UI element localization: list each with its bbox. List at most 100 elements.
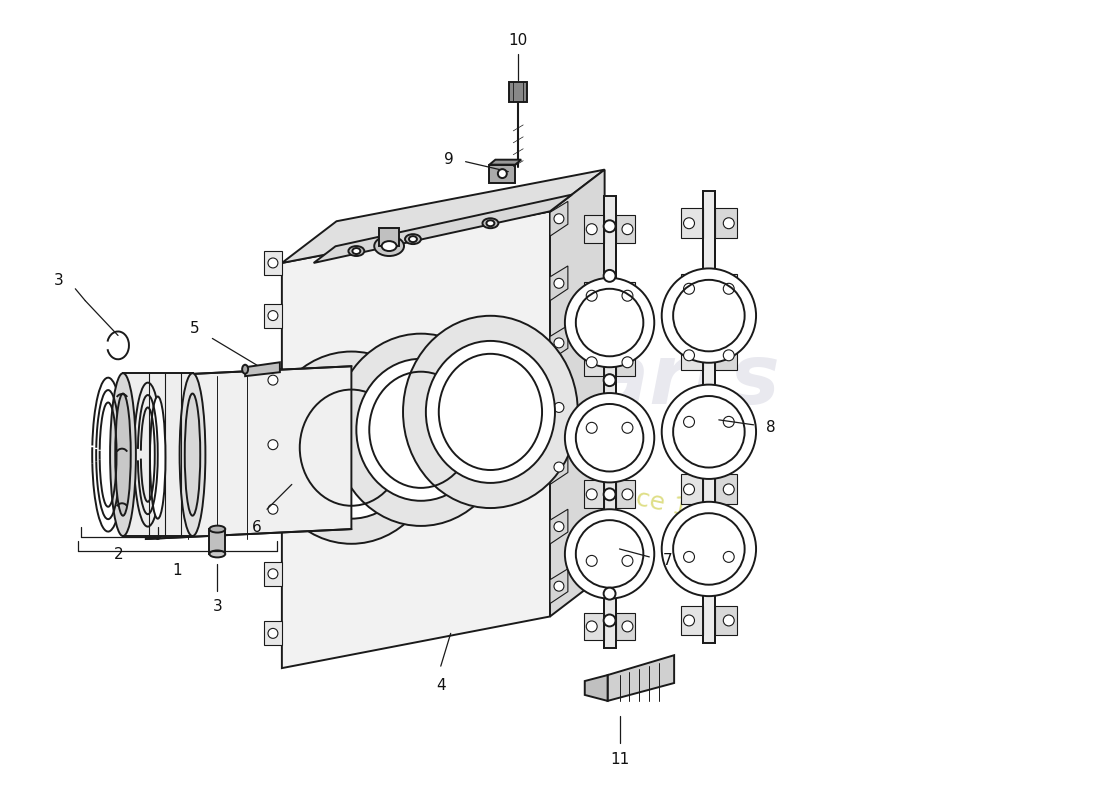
Text: 3: 3 [54, 274, 64, 288]
Ellipse shape [264, 351, 439, 544]
Polygon shape [584, 613, 604, 640]
Ellipse shape [110, 373, 136, 536]
Ellipse shape [724, 615, 734, 626]
Polygon shape [715, 542, 737, 572]
Polygon shape [550, 266, 568, 301]
Ellipse shape [333, 334, 508, 526]
Polygon shape [264, 498, 282, 521]
Polygon shape [550, 326, 568, 360]
Ellipse shape [621, 489, 632, 500]
Ellipse shape [185, 394, 200, 516]
Ellipse shape [268, 375, 278, 385]
Ellipse shape [554, 402, 564, 413]
Ellipse shape [150, 397, 165, 518]
Ellipse shape [604, 374, 616, 386]
Polygon shape [584, 481, 604, 508]
Ellipse shape [604, 614, 616, 626]
Ellipse shape [268, 569, 278, 578]
Text: 3: 3 [212, 599, 222, 614]
Ellipse shape [554, 462, 564, 472]
Ellipse shape [352, 248, 361, 254]
Ellipse shape [621, 621, 632, 632]
Ellipse shape [683, 283, 694, 294]
Text: a passion for parts since 1982: a passion for parts since 1982 [362, 428, 738, 530]
Polygon shape [585, 675, 607, 701]
Polygon shape [264, 622, 282, 646]
Ellipse shape [116, 394, 131, 516]
Ellipse shape [179, 373, 206, 536]
Polygon shape [550, 170, 605, 617]
Text: 5: 5 [189, 321, 199, 336]
Polygon shape [616, 282, 636, 310]
Ellipse shape [621, 290, 632, 301]
Text: 6: 6 [252, 520, 262, 534]
Text: 11: 11 [609, 752, 629, 767]
Polygon shape [264, 433, 282, 457]
Ellipse shape [268, 504, 278, 514]
Ellipse shape [662, 385, 756, 479]
Ellipse shape [604, 488, 616, 500]
Ellipse shape [724, 484, 734, 495]
Ellipse shape [565, 393, 654, 482]
Polygon shape [584, 414, 604, 442]
Polygon shape [584, 215, 604, 243]
Polygon shape [264, 562, 282, 586]
Ellipse shape [554, 214, 564, 224]
Ellipse shape [554, 582, 564, 591]
Polygon shape [264, 304, 282, 327]
Polygon shape [123, 373, 192, 536]
Ellipse shape [374, 236, 404, 256]
Ellipse shape [409, 236, 417, 242]
Text: 7: 7 [662, 554, 672, 568]
Polygon shape [703, 191, 715, 643]
Polygon shape [146, 366, 351, 539]
Polygon shape [550, 569, 568, 603]
Polygon shape [681, 474, 703, 504]
Polygon shape [245, 362, 279, 376]
Polygon shape [616, 348, 636, 376]
Polygon shape [264, 368, 282, 392]
Ellipse shape [554, 278, 564, 288]
Ellipse shape [382, 241, 397, 251]
Text: 10: 10 [508, 33, 528, 48]
Ellipse shape [724, 218, 734, 229]
Ellipse shape [604, 270, 616, 282]
Polygon shape [604, 197, 616, 648]
Ellipse shape [683, 484, 694, 495]
Polygon shape [490, 165, 515, 182]
Ellipse shape [405, 234, 421, 244]
Ellipse shape [426, 341, 556, 483]
Ellipse shape [604, 220, 616, 232]
Polygon shape [209, 529, 226, 554]
Ellipse shape [621, 224, 632, 234]
Ellipse shape [724, 416, 734, 427]
Polygon shape [715, 606, 737, 635]
Polygon shape [715, 341, 737, 370]
Polygon shape [715, 407, 737, 437]
Polygon shape [616, 613, 636, 640]
Ellipse shape [483, 218, 498, 228]
Polygon shape [550, 202, 568, 236]
Ellipse shape [268, 258, 278, 268]
Ellipse shape [586, 290, 597, 301]
Ellipse shape [554, 338, 564, 348]
Ellipse shape [554, 522, 564, 531]
Ellipse shape [662, 502, 756, 596]
Ellipse shape [621, 357, 632, 368]
Ellipse shape [565, 510, 654, 598]
Text: 1: 1 [173, 563, 183, 578]
Polygon shape [282, 211, 550, 668]
Polygon shape [681, 208, 703, 238]
Polygon shape [681, 606, 703, 635]
Ellipse shape [724, 551, 734, 562]
Polygon shape [607, 655, 674, 701]
Polygon shape [584, 348, 604, 376]
Ellipse shape [349, 246, 364, 256]
Ellipse shape [403, 316, 578, 508]
Polygon shape [314, 194, 572, 263]
Polygon shape [490, 160, 521, 165]
Polygon shape [681, 407, 703, 437]
Ellipse shape [604, 588, 616, 600]
Ellipse shape [586, 489, 597, 500]
Ellipse shape [242, 365, 249, 374]
